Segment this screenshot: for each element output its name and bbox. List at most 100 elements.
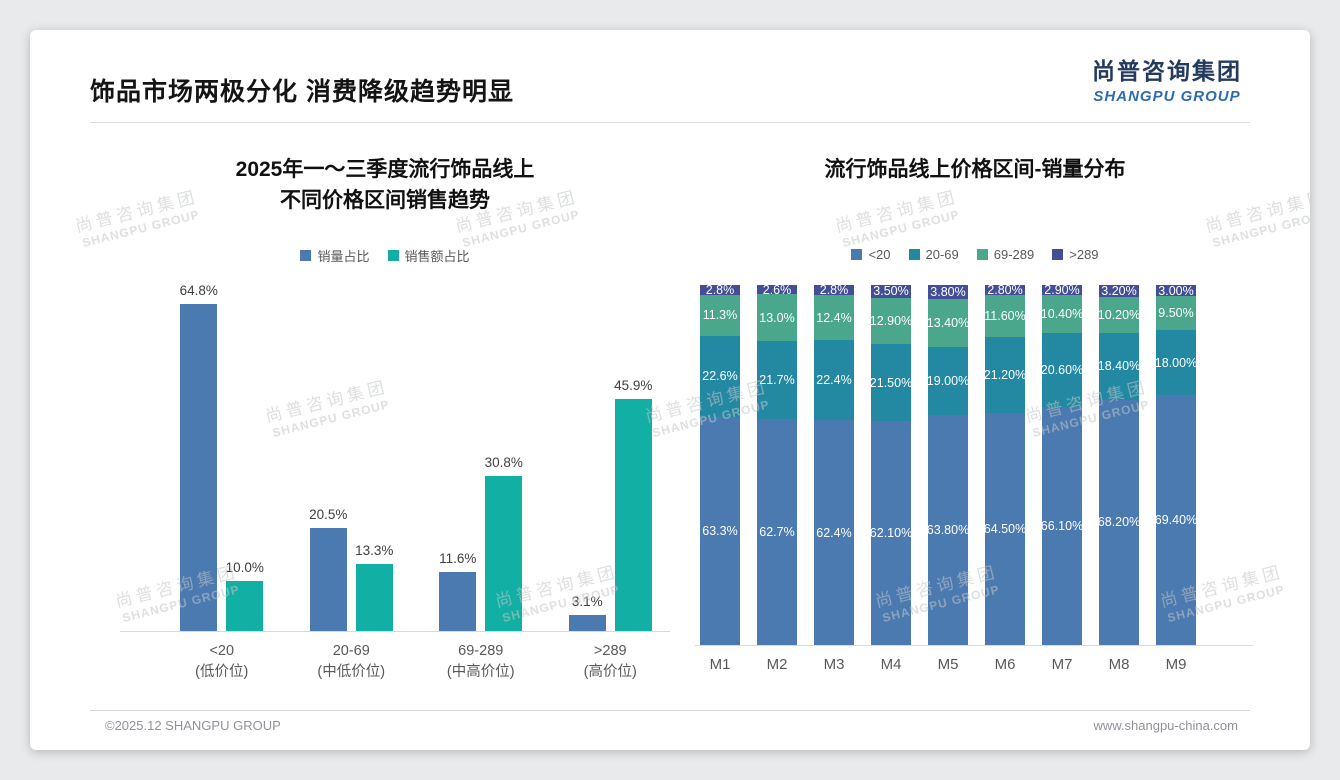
bar-segment: 10.40%: [1041, 295, 1083, 333]
bar-segment: 9.50%: [1156, 296, 1196, 331]
segment-value-label: 69.40%: [1154, 513, 1198, 528]
bar-segment: 13.40%: [926, 298, 970, 347]
bar-segment: 12.4%: [814, 295, 854, 340]
bar-value-label: 13.3%: [355, 542, 394, 558]
bar: 64.8%: [180, 283, 218, 631]
stacked-column: 62.10% 21.50% 12.90% 3.50%: [869, 284, 913, 645]
segment-value-label: 2.8%: [705, 282, 735, 297]
bar-segment: 62.4%: [814, 420, 854, 645]
bar-segment: 3.20%: [1099, 284, 1139, 298]
bar-segment: 21.7%: [757, 341, 797, 420]
bar-segment: 20.60%: [1040, 332, 1084, 407]
bar-segment: 2.8%: [700, 282, 740, 297]
category-label-tier: (中低价位): [317, 664, 386, 680]
legend-item: <20: [851, 247, 891, 262]
legend-marker-icon: [1052, 249, 1064, 260]
legend-label: 20-69: [925, 247, 959, 262]
footer-url: www.shangpu-china.com: [1093, 718, 1238, 733]
stacked-column: 63.80% 19.00% 13.40% 3.80%: [926, 285, 970, 645]
segment-value-label: 68.20%: [1097, 515, 1141, 530]
segment-value-label: 20.60%: [1040, 362, 1084, 377]
segment-value-label: 19.00%: [926, 374, 970, 389]
segment-value-label: 11.3%: [702, 308, 738, 323]
bar-segment: 2.8%: [814, 283, 854, 298]
bar-segment: 62.7%: [757, 419, 797, 645]
stacked-column: 64.50% 21.20% 11.60% 2.80%: [983, 282, 1027, 645]
footer-divider: [90, 710, 1250, 711]
bar-segment: 11.60%: [984, 294, 1026, 337]
bar-segment: 22.4%: [814, 339, 854, 421]
bar-segment: 2.80%: [985, 282, 1025, 297]
bar-group: 64.8% 10.0%: [157, 283, 287, 631]
segment-value-label: 11.60%: [984, 308, 1026, 323]
segment-value-label: 22.4%: [816, 373, 852, 388]
page-title: 饰品市场两极分化 消费降级趋势明显: [90, 78, 514, 106]
segment-value-label: 21.7%: [759, 373, 795, 388]
bar-segment: 63.3%: [700, 417, 740, 645]
footer-copyright: ©2025.12 SHANGPU GROUP: [105, 718, 281, 733]
bar: 45.9%: [614, 378, 652, 631]
segment-value-label: 2.80%: [987, 282, 1023, 297]
segment-value-label: 13.40%: [926, 315, 970, 330]
bar-segment: 62.10%: [869, 421, 913, 645]
bar-value-label: 30.8%: [484, 454, 523, 470]
bar-group: 3.1% 45.9%: [546, 378, 676, 631]
stacked-column: 66.10% 20.60% 10.40% 2.90%: [1040, 283, 1084, 645]
bar-segment: 63.80%: [926, 415, 970, 645]
bar-segment: 2.90%: [1042, 283, 1082, 298]
legend-label: 69-289: [993, 247, 1035, 262]
month-label: M4: [880, 656, 902, 673]
category-label-range: >289: [593, 643, 627, 659]
bar-segment: 3.50%: [871, 284, 911, 299]
month-label: M2: [766, 656, 788, 673]
month-label: M9: [1165, 656, 1187, 673]
category-axis: <20 (低价位) 20-69 (中低价位) 69-289 (中高价位) >289 (高价位): [157, 641, 675, 683]
bar-value-label: 11.6%: [439, 551, 477, 567]
bar: 11.6%: [439, 551, 476, 631]
segment-value-label: 66.10%: [1040, 519, 1084, 533]
category-label-tier: (低价位): [195, 664, 249, 680]
segment-value-label: 2.8%: [819, 283, 849, 298]
bar-segment: 18.40%: [1098, 333, 1140, 400]
logo-english-name: SHANGPU GROUP: [1093, 88, 1241, 105]
bar-value-label: 64.8%: [179, 282, 218, 298]
legend-item: 69-289: [976, 247, 1035, 262]
chart-stacked-bar: 流行饰品线上价格区间-销量分布 <20 20-69 69-289 >289 63.3%…: [680, 140, 1270, 673]
stacked-column: 69.40% 18.00% 9.50% 3.00%: [1154, 283, 1198, 645]
segment-value-label: 18.00%: [1154, 355, 1198, 370]
bar-segment: 66.10%: [1040, 407, 1084, 645]
bar-segment: 11.3%: [700, 295, 740, 336]
month-label: M6: [994, 656, 1016, 673]
bar-segment: 68.20%: [1097, 399, 1141, 645]
category-axis: M1 M2 M3 M4 M5 M6 M7 M8 M9: [680, 656, 1270, 673]
segment-value-label: 12.90%: [869, 313, 913, 328]
bar-segment: 3.80%: [928, 285, 968, 299]
category-label: >289 (高价位): [546, 641, 676, 683]
legend-label: >289: [1069, 247, 1099, 262]
stacked-column: 63.3% 22.6% 11.3% 2.8%: [700, 282, 740, 645]
segment-value-label: 64.50%: [983, 521, 1027, 536]
chart-legend: 销量占比 销售额占比: [95, 246, 675, 265]
stacked-column: 62.4% 22.4% 12.4% 2.8%: [814, 283, 854, 645]
segment-value-label: 3.00%: [1158, 283, 1194, 298]
category-label-range: <20: [209, 643, 235, 659]
bar-segment: 21.20%: [984, 336, 1026, 413]
segment-value-label: 63.80%: [926, 523, 970, 538]
segment-value-label: 9.50%: [1158, 306, 1194, 321]
segment-value-label: 3.50%: [873, 284, 909, 299]
legend-label: <20: [868, 247, 891, 262]
bar-value-label: 10.0%: [225, 559, 264, 575]
bar-segment: 18.00%: [1154, 330, 1198, 396]
chart-grouped-bar: 2025年一～三季度流行饰品线上 不同价格区间销售趋势 销量占比 销售额占比 64…: [95, 140, 675, 683]
chart-legend: <20 20-69 69-289 >289: [680, 247, 1270, 262]
bar-value-label: 3.1%: [571, 594, 603, 610]
segment-value-label: 63.3%: [702, 524, 738, 539]
category-label-range: 69-289: [458, 643, 504, 659]
month-label: M1: [709, 656, 731, 673]
segment-value-label: 10.20%: [1097, 307, 1141, 322]
segment-value-label: 62.10%: [869, 526, 913, 541]
legend-marker-icon: [976, 249, 988, 260]
segment-value-label: 2.90%: [1044, 283, 1080, 298]
legend-label: 销售额占比: [404, 249, 470, 264]
plot-area: 63.3% 22.6% 11.3% 2.8% 62.7% 21.7% 13.0% 2.6% 62…: [680, 282, 1270, 645]
